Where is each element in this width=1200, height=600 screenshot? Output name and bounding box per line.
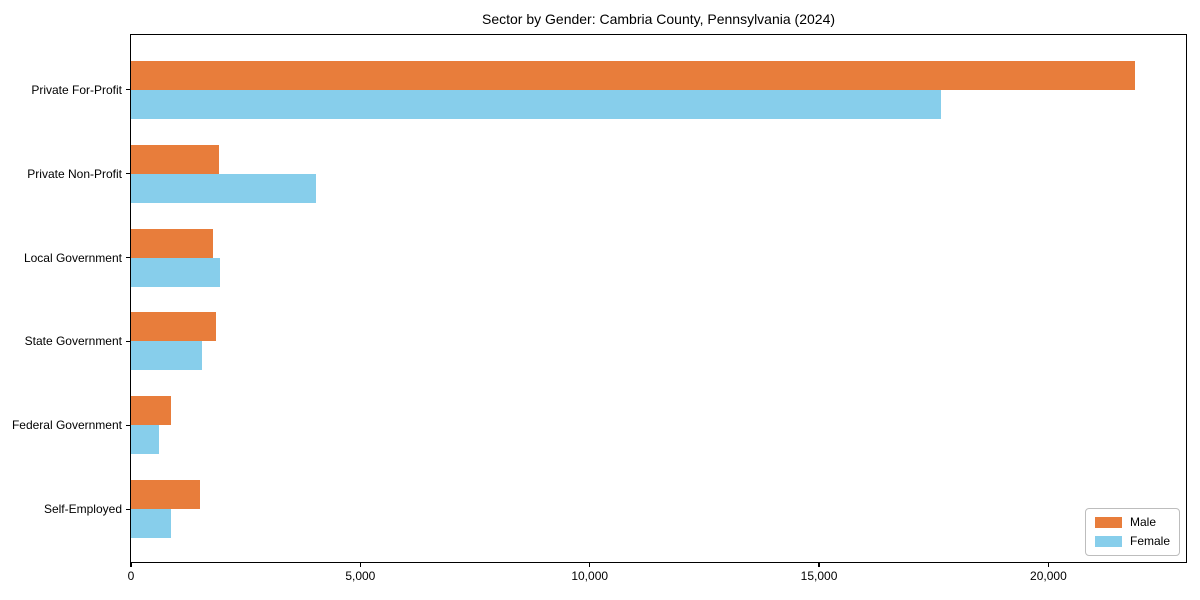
x-tick-label: 20,000 xyxy=(1030,569,1067,583)
y-tick-mark xyxy=(126,424,131,426)
bar-female-1 xyxy=(131,173,316,203)
x-tick-label: 15,000 xyxy=(800,569,838,583)
bar-female-3 xyxy=(131,341,203,371)
y-tick-label: Private For-Profit xyxy=(31,82,122,97)
bar-female-5 xyxy=(131,509,171,539)
legend-label-male: Male xyxy=(1129,515,1156,529)
bar-male-2 xyxy=(131,228,213,258)
y-tick-mark xyxy=(126,89,131,91)
bar-male-3 xyxy=(131,312,217,342)
bar-male-4 xyxy=(131,396,171,426)
male-color-swatch xyxy=(1094,517,1122,528)
y-tick-mark xyxy=(126,256,131,259)
bar-female-0 xyxy=(131,89,942,119)
legend-entry-female: Female xyxy=(1094,534,1170,548)
y-tick-label: Self-Employed xyxy=(43,502,122,517)
bar-male-0 xyxy=(131,60,1136,90)
legend-label-female: Female xyxy=(1129,534,1170,548)
x-tick-label: 10,000 xyxy=(571,569,609,583)
y-tick-label: Federal Government xyxy=(11,418,122,433)
bar-female-2 xyxy=(131,257,220,287)
y-tick-label: Private Non-Profit xyxy=(27,166,122,181)
x-tick-mark xyxy=(359,562,361,567)
x-tick-label: 5,000 xyxy=(345,569,376,583)
y-tick-mark xyxy=(126,173,131,175)
bar-male-1 xyxy=(131,144,219,174)
plot-area: Male Female Private For-Profit Private No… xyxy=(12,34,1187,583)
y-tick-label: State Government xyxy=(24,334,122,349)
y-tick-label: Local Government xyxy=(23,250,122,265)
bar-female-4 xyxy=(131,425,160,455)
chart-title: Sector by Gender: Cambria County, Pennsy… xyxy=(481,11,836,27)
x-tick-mark xyxy=(818,562,820,567)
y-tick-mark xyxy=(126,508,131,510)
y-tick-mark xyxy=(126,340,131,342)
x-tick-mark xyxy=(130,562,132,567)
x-tick-mark xyxy=(589,562,591,567)
legend-entry-male: Male xyxy=(1094,515,1170,529)
legend: Male Female xyxy=(1084,508,1180,556)
female-color-swatch xyxy=(1094,536,1122,547)
bar-male-5 xyxy=(131,480,200,510)
x-tick-mark xyxy=(1047,562,1049,567)
x-tick-label: 0 xyxy=(127,569,135,583)
